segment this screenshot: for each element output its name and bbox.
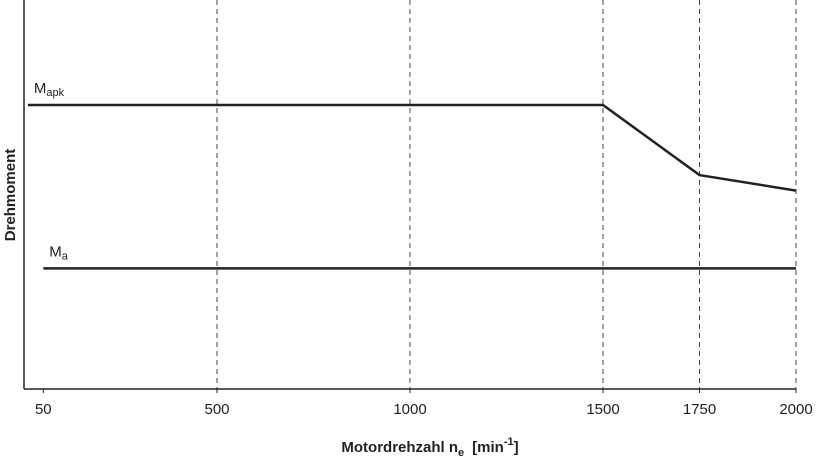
x-label-part: e xyxy=(458,447,464,459)
series-label: Mapk xyxy=(34,80,65,99)
data-line xyxy=(27,103,797,192)
series-label: Ma xyxy=(49,243,69,262)
series-name-sub: apk xyxy=(46,87,64,99)
x-label-part: -1 xyxy=(504,436,514,448)
x-tick-label: 1750 xyxy=(683,401,716,418)
y-axis-label: Drehmoment xyxy=(2,149,19,242)
x-label-part: [min xyxy=(472,439,504,456)
x-tick-label: 1000 xyxy=(393,401,426,418)
x-tick-label: 500 xyxy=(204,401,229,418)
series-name: M xyxy=(34,80,47,97)
x-tick-label: 1500 xyxy=(586,401,619,418)
x-label-part: Motordrehzahl n xyxy=(341,439,458,456)
series-name-sub: a xyxy=(62,250,69,262)
x-label-part: ] xyxy=(514,439,519,456)
x-tick-label: 50 xyxy=(35,401,52,418)
x-tick-label: 2000 xyxy=(779,401,812,418)
series-name: M xyxy=(49,243,62,260)
x-axis-label: Motordrehzahl ne [min-1] xyxy=(341,436,518,459)
